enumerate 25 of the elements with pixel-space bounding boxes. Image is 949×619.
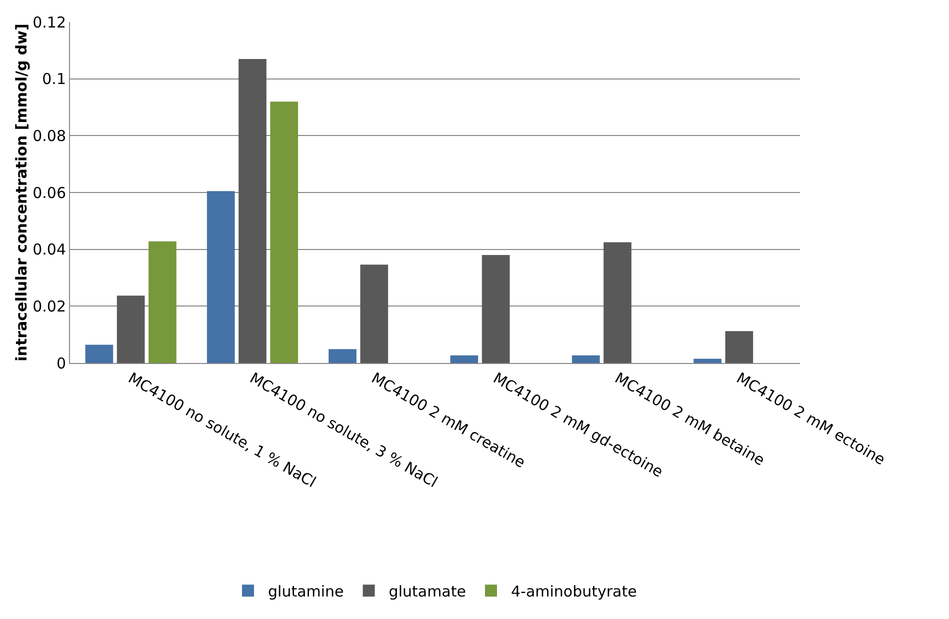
bar bbox=[238, 58, 266, 363]
bar bbox=[450, 355, 478, 363]
y-tick-label: 0.08 bbox=[32, 126, 66, 145]
bar bbox=[694, 358, 722, 363]
legend-label: glutamate bbox=[388, 582, 466, 601]
bar bbox=[270, 102, 298, 363]
bar bbox=[604, 242, 632, 363]
y-tick-label: 0 bbox=[56, 354, 66, 372]
y-tick-label: 0.04 bbox=[32, 240, 66, 259]
bar bbox=[85, 344, 114, 363]
bar bbox=[328, 349, 356, 363]
bar bbox=[482, 255, 510, 363]
bar bbox=[725, 331, 754, 363]
bar bbox=[148, 241, 176, 363]
bar bbox=[206, 191, 235, 363]
y-tick-label: 0.02 bbox=[32, 297, 66, 316]
legend-label: 4-aminobutyrate bbox=[510, 582, 637, 601]
bar bbox=[572, 355, 600, 363]
bar bbox=[360, 264, 388, 363]
bar bbox=[116, 296, 145, 363]
y-tick-label: 0.12 bbox=[32, 13, 66, 32]
y-axis-title: intracellular concentration [mmol/g dw] bbox=[12, 24, 31, 362]
y-tick-label: 0.1 bbox=[42, 70, 66, 88]
legend-label: glutamine bbox=[268, 582, 344, 601]
y-tick-label: 0.06 bbox=[32, 184, 66, 202]
